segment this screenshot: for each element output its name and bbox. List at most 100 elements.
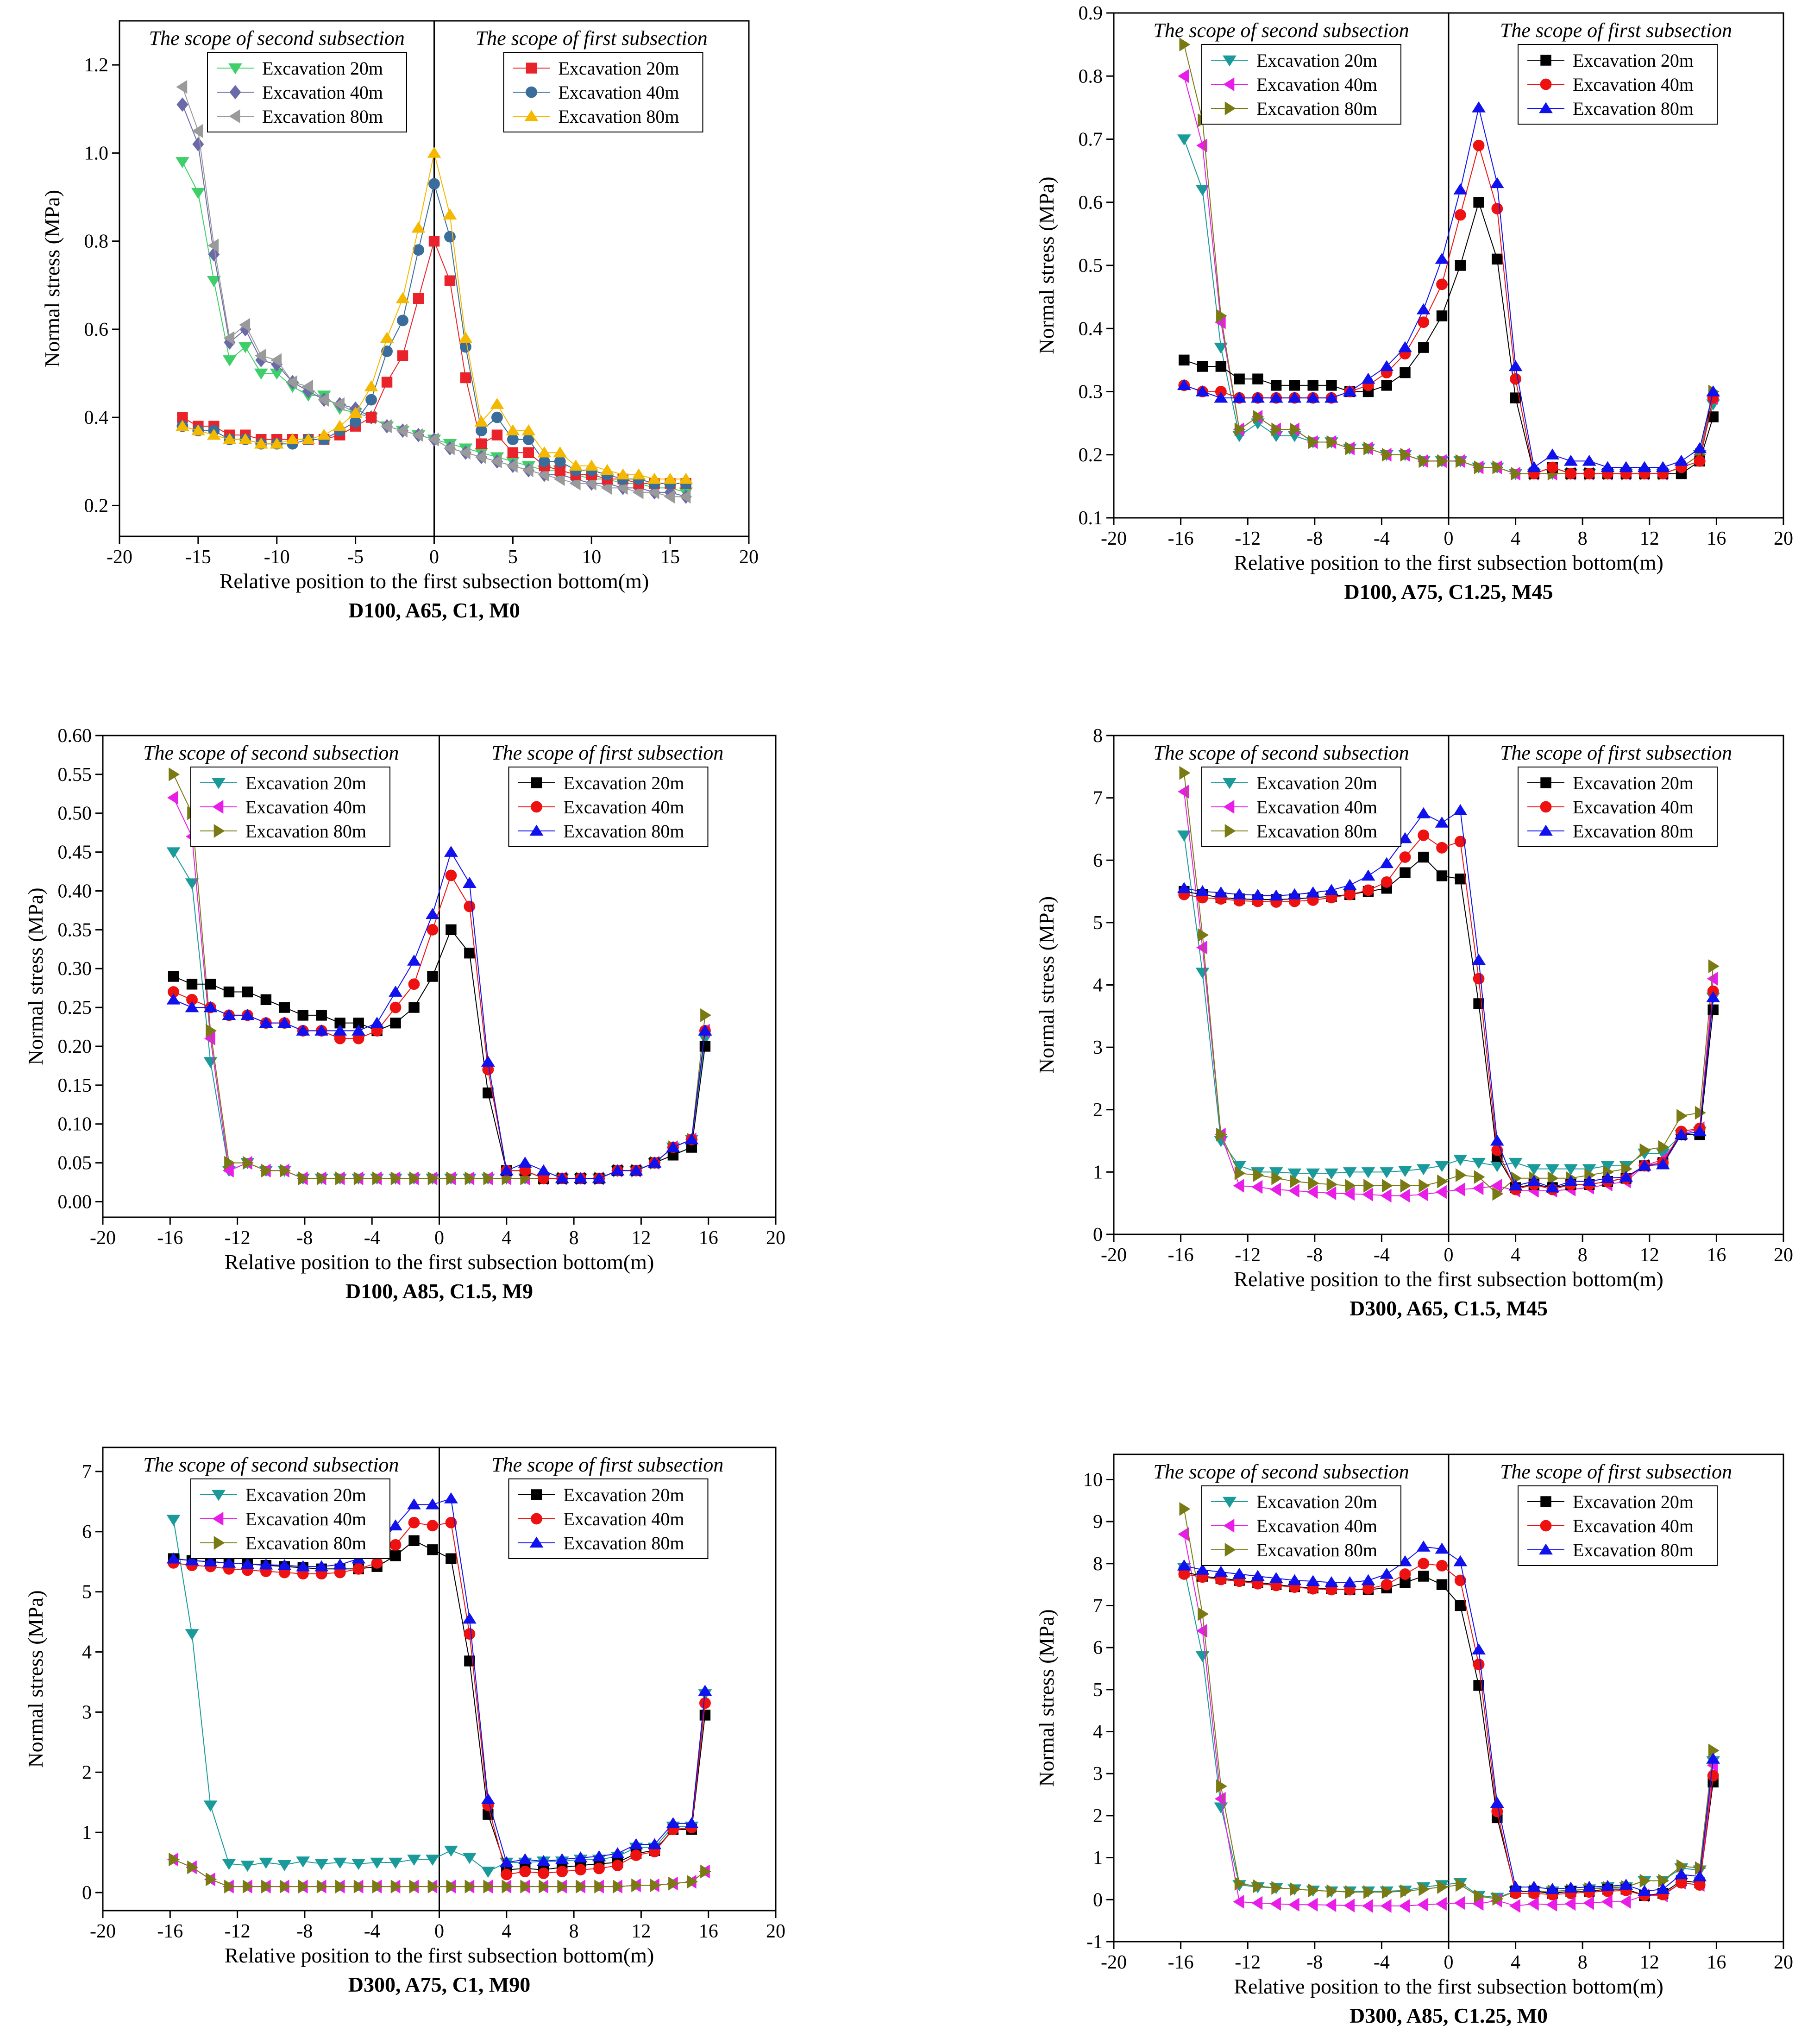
data-point bbox=[1601, 461, 1615, 472]
data-point bbox=[1418, 1558, 1430, 1570]
legend-entry-label: Excavation 20m bbox=[1573, 1491, 1694, 1512]
data-point bbox=[1418, 342, 1429, 353]
data-point bbox=[1400, 1884, 1412, 1899]
legend-entry-label: Excavation 20m bbox=[1256, 773, 1377, 793]
y-tick-label: 0.05 bbox=[58, 1153, 92, 1174]
data-point bbox=[1545, 1181, 1560, 1193]
data-point bbox=[1269, 889, 1283, 901]
data-point bbox=[601, 481, 612, 495]
data-point bbox=[647, 1838, 662, 1849]
data-point bbox=[1253, 1879, 1264, 1893]
data-point bbox=[1418, 316, 1430, 328]
data-point bbox=[222, 1009, 236, 1020]
y-tick-label: 0.15 bbox=[58, 1075, 92, 1096]
data-point bbox=[1196, 940, 1207, 955]
data-point bbox=[301, 433, 315, 445]
data-point bbox=[169, 1852, 180, 1867]
region-label-first-subsection: The scope of first subsection bbox=[1500, 19, 1732, 42]
data-point bbox=[314, 1560, 329, 1572]
data-point bbox=[444, 231, 456, 243]
data-point bbox=[1400, 1179, 1412, 1193]
data-point bbox=[1398, 341, 1412, 352]
data-point bbox=[1179, 766, 1191, 780]
x-tick-label: 8 bbox=[569, 1921, 579, 1942]
x-tick-label: 4 bbox=[1511, 528, 1520, 549]
data-point bbox=[1473, 139, 1485, 151]
data-point bbox=[1269, 1572, 1283, 1583]
data-point bbox=[260, 994, 272, 1006]
data-point bbox=[1656, 1158, 1670, 1170]
y-axis-label: Normal stress (MPa) bbox=[1035, 896, 1058, 1074]
y-tick-label: 0.8 bbox=[84, 231, 109, 252]
data-point bbox=[261, 1880, 272, 1893]
data-point bbox=[333, 1558, 347, 1570]
y-axis-label: Normal stress (MPa) bbox=[1035, 1609, 1058, 1786]
data-point bbox=[261, 1164, 272, 1178]
data-point bbox=[238, 433, 252, 445]
data-point bbox=[333, 420, 347, 431]
chart-caption: D100, A85, C1.5, M9 bbox=[345, 1279, 533, 1303]
legend-first-subsection: Excavation 20m Excavation 40m Excavation 8… bbox=[508, 1478, 709, 1559]
legend-first-subsection: Excavation 20m Excavation 40m Excavation 8… bbox=[508, 767, 709, 847]
legend-marker bbox=[526, 63, 537, 74]
data-point bbox=[521, 424, 536, 435]
data-point bbox=[1271, 422, 1283, 437]
data-point bbox=[1545, 1883, 1560, 1894]
data-point bbox=[365, 412, 377, 423]
data-point bbox=[1583, 468, 1595, 480]
data-point bbox=[318, 393, 329, 407]
data-point bbox=[1436, 870, 1448, 881]
legend-entry-label: Excavation 80m bbox=[1256, 98, 1377, 119]
chart-panel-3: -20 -16 -12 -8 -4 0 4 8 12 16 20 0.00 0.05 0.10 0.15 0.… bbox=[24, 725, 785, 1303]
data-point bbox=[464, 1628, 476, 1640]
data-point bbox=[316, 1171, 328, 1186]
data-point bbox=[1619, 1894, 1631, 1909]
region-label-first-subsection: The scope of first subsection bbox=[476, 27, 708, 50]
data-point bbox=[186, 979, 198, 990]
data-point bbox=[371, 1557, 383, 1569]
legend-entry-label: Excavation 40m bbox=[245, 1509, 366, 1529]
data-point bbox=[1509, 1899, 1520, 1913]
legend-first-subsection: Excavation 20m Excavation 40m Excavation 8… bbox=[1518, 767, 1718, 847]
legend-marker bbox=[1540, 1496, 1551, 1507]
data-point bbox=[207, 428, 221, 440]
data-point bbox=[1344, 888, 1356, 900]
data-point bbox=[314, 1859, 329, 1870]
data-point bbox=[353, 1880, 365, 1893]
x-axis-label: Relative position to the first subsectio… bbox=[220, 569, 649, 593]
data-point bbox=[519, 1866, 531, 1877]
data-point bbox=[224, 1156, 235, 1170]
data-point bbox=[335, 1171, 346, 1186]
data-point bbox=[679, 472, 693, 484]
data-point bbox=[616, 468, 630, 480]
data-point bbox=[1324, 391, 1338, 403]
data-point bbox=[666, 1141, 680, 1152]
data-point bbox=[222, 1859, 236, 1870]
data-point bbox=[1195, 385, 1210, 396]
data-point bbox=[538, 455, 550, 467]
data-point bbox=[1490, 1134, 1504, 1146]
data-point bbox=[1216, 1779, 1227, 1793]
data-point bbox=[207, 239, 219, 253]
data-point bbox=[259, 1558, 273, 1570]
y-tick-label: 0.5 bbox=[1079, 255, 1103, 277]
y-tick-label: 6 bbox=[82, 1522, 92, 1543]
data-point bbox=[554, 455, 566, 467]
data-point bbox=[1306, 1168, 1320, 1180]
data-point bbox=[1269, 391, 1283, 403]
data-point bbox=[1564, 1897, 1576, 1911]
legend-marker bbox=[228, 63, 242, 75]
data-point bbox=[445, 1516, 457, 1528]
x-tick-label: -8 bbox=[296, 1227, 313, 1249]
data-point bbox=[592, 1172, 606, 1183]
region-label-second-subsection: The scope of second subsection bbox=[1153, 742, 1409, 764]
x-tick-label: -16 bbox=[1168, 528, 1194, 549]
data-point bbox=[1398, 1166, 1412, 1177]
data-point bbox=[1179, 354, 1190, 366]
data-point bbox=[316, 1010, 327, 1021]
data-point bbox=[1326, 1177, 1338, 1192]
legend-entry-label: Excavation 80m bbox=[245, 1533, 366, 1553]
data-point bbox=[1563, 1175, 1578, 1186]
legend-marker bbox=[1540, 55, 1551, 66]
data-point bbox=[1381, 380, 1392, 391]
